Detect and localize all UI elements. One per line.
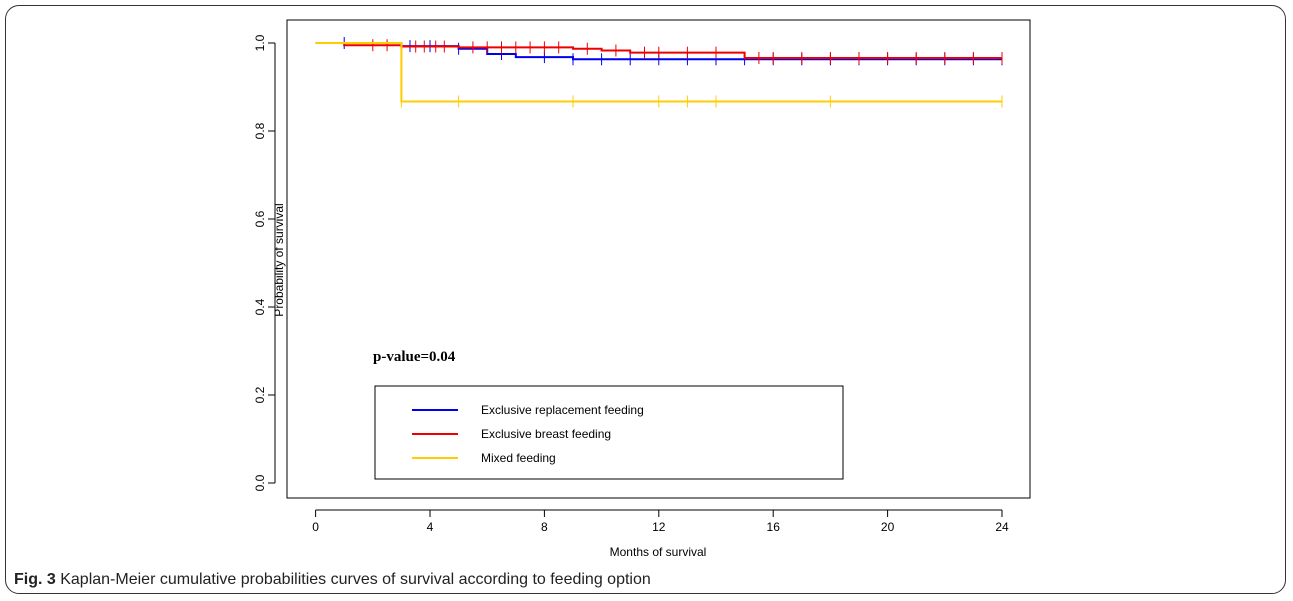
figure-caption: Fig. 3 Kaplan-Meier cumulative probabili… — [14, 571, 651, 589]
caption-text: Kaplan-Meier cumulative probabilities cu… — [60, 571, 651, 588]
x-axis: 0 4 8 12 16 20 24 — [312, 509, 1009, 534]
figure-frame — [5, 5, 1286, 594]
x-tick-label: 0 — [312, 520, 319, 534]
x-axis-label: Months of survival — [610, 545, 707, 559]
legend-label-mixed: Mixed feeding — [481, 451, 556, 465]
x-tick-label: 8 — [541, 520, 548, 534]
x-tick-label: 20 — [881, 520, 895, 534]
x-tick-label: 4 — [427, 520, 434, 534]
x-tick-label: 12 — [652, 520, 666, 534]
p-value-annotation: p-value=0.04 — [373, 349, 456, 365]
y-tick-label: 0.4 — [253, 298, 267, 315]
x-tick-label: 16 — [767, 520, 781, 534]
plot-area-border — [286, 19, 1031, 499]
y-axis-label: Probability of survival — [272, 203, 286, 316]
legend-label-replacement: Exclusive replacement feeding — [481, 403, 644, 417]
kaplan-meier-chart: 0 4 8 12 16 20 24 0.0 0.2 0.4 0.6 0.8 1.0 Months of… — [253, 19, 1031, 559]
legend-label-breast: Exclusive breast feeding — [481, 427, 611, 441]
y-tick-label: 0.8 — [253, 122, 267, 139]
survival-curve-group — [315, 42, 1003, 108]
y-tick-label: 0.2 — [253, 386, 267, 403]
y-tick-label: 1.0 — [253, 34, 267, 51]
survival-curves — [315, 37, 1003, 108]
y-axis: 0.0 0.2 0.4 0.6 0.8 1.0 — [253, 34, 276, 491]
y-tick-label: 0.6 — [253, 210, 267, 227]
figure-number: Fig. 3 — [14, 571, 56, 588]
y-tick-label: 0.0 — [253, 474, 267, 491]
x-tick-label: 24 — [995, 520, 1009, 534]
legend-box — [374, 385, 844, 480]
legend: Exclusive replacement feeding Exclusive … — [374, 385, 844, 480]
survival-curve-group — [315, 39, 1003, 64]
survival-curve — [315, 42, 1002, 103]
